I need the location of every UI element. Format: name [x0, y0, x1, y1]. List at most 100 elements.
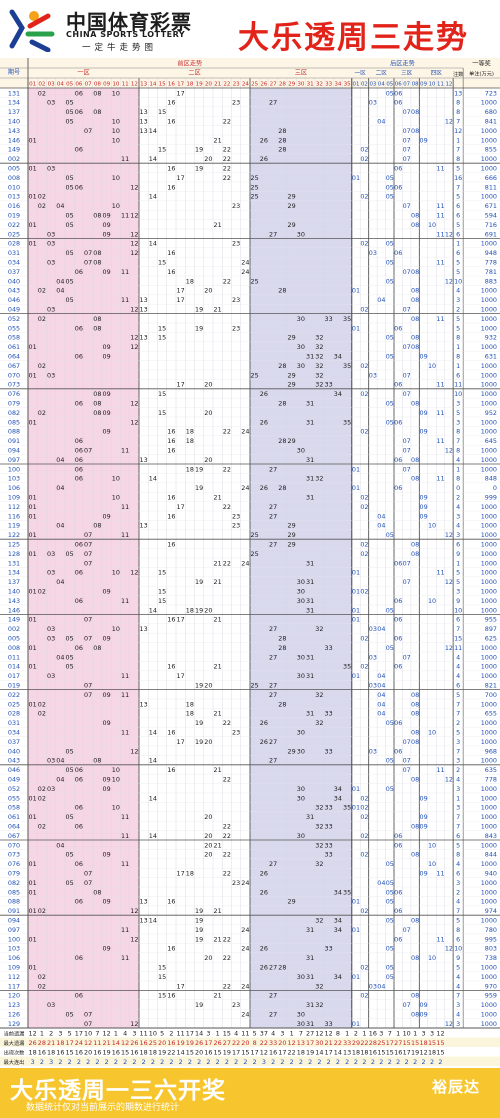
- front-ball: 22: [223, 870, 231, 878]
- prize-amount: 883: [485, 277, 497, 285]
- front-ball: 12: [130, 343, 138, 351]
- front-ball: 02: [38, 794, 46, 802]
- issue-number: 022: [8, 691, 20, 699]
- prize-amount: 1000: [481, 541, 497, 549]
- stat-value: 4: [123, 1030, 127, 1038]
- stat-value: 16: [369, 1030, 377, 1038]
- front-ball: 29: [288, 522, 296, 530]
- front-ball: 06: [75, 437, 83, 445]
- stat-value: 15: [377, 1049, 385, 1057]
- stat-value: 2: [86, 1058, 90, 1066]
- front-ball: 02: [38, 982, 46, 990]
- prize-amount: 1000: [481, 729, 497, 737]
- prize-amount: 1000: [481, 663, 497, 671]
- prize-amount: 700: [485, 691, 497, 699]
- prize-amount: 959: [485, 992, 497, 1000]
- zhu-count: 7: [456, 823, 460, 831]
- front-ball: 27: [269, 691, 277, 699]
- back-ball: 08: [411, 776, 419, 784]
- front-ball: 16: [167, 249, 175, 257]
- front-ball: 06: [75, 324, 83, 332]
- zhu-count: 2: [456, 888, 460, 896]
- front-ball: 04: [56, 841, 64, 849]
- stat-value: 2: [413, 1058, 417, 1066]
- back-ball: 05: [386, 606, 394, 614]
- back-ball: 12: [445, 945, 453, 953]
- prize-amount: 1000: [481, 531, 497, 539]
- zhu-count: 1: [456, 136, 460, 144]
- prize-amount: 778: [485, 776, 497, 784]
- issue-number: 094: [8, 447, 20, 455]
- front-ball: 16: [167, 616, 175, 624]
- front-ball: 12: [130, 240, 138, 248]
- front-ball: 21: [214, 221, 222, 229]
- front-ball: 16: [167, 766, 175, 774]
- front-ball: 09: [103, 221, 111, 229]
- front-ball: 02: [38, 823, 46, 831]
- front-ball: 06: [75, 268, 83, 276]
- issue-number: 064: [8, 353, 20, 361]
- header-number: 30: [297, 82, 305, 88]
- front-ball: 27: [269, 682, 277, 690]
- zhu-count: 1: [456, 465, 460, 473]
- back-ball: 05: [386, 277, 394, 285]
- issue-number: 109: [8, 964, 20, 972]
- header-number: 04: [57, 82, 65, 88]
- back-ball: 10: [428, 860, 436, 868]
- back-ball: 06: [394, 907, 402, 915]
- stat-value: 13: [297, 1039, 305, 1047]
- prize-amount: 1000: [481, 672, 497, 680]
- front-ball: 10: [112, 475, 120, 483]
- back-ball: 08: [411, 954, 419, 962]
- zhu-count: 4: [456, 456, 460, 464]
- front-ball: 10: [112, 202, 120, 210]
- front-ball: 05: [66, 108, 74, 116]
- front-ball: 09: [103, 409, 111, 417]
- front-ball: 12: [130, 306, 138, 314]
- prize-amount: 778: [485, 259, 497, 267]
- stat-value: 2: [345, 1058, 349, 1066]
- stat-value: 26: [195, 1039, 203, 1047]
- front-ball: 09: [103, 512, 111, 520]
- front-ball: 01: [29, 794, 37, 802]
- front-ball: 09: [103, 588, 111, 596]
- prize-amount: 1000: [481, 644, 497, 652]
- front-ball: 05: [66, 118, 74, 126]
- front-ball: 26: [260, 870, 268, 878]
- stat-value: 8: [336, 1030, 340, 1038]
- front-ball: 06: [75, 447, 83, 455]
- stat-value: 15: [66, 1049, 74, 1057]
- front-ball: 14: [149, 794, 157, 802]
- front-ball: 24: [241, 879, 249, 887]
- back-ball: 06: [394, 635, 402, 643]
- front-ball: 35: [343, 663, 351, 671]
- stat-value: 16: [38, 1049, 46, 1057]
- front-ball: 12: [130, 1020, 138, 1028]
- back-ball: 09: [420, 512, 428, 520]
- issue-number: 002: [8, 625, 20, 633]
- front-ball: 14: [149, 917, 157, 925]
- front-ball: 12: [130, 418, 138, 426]
- stat-value: 2: [40, 1058, 44, 1066]
- front-ball: 02: [38, 588, 46, 596]
- header-number: 07: [403, 82, 410, 88]
- front-ball: 09: [103, 343, 111, 351]
- issue-number: 034: [8, 259, 20, 267]
- back-ball: 10: [428, 362, 436, 370]
- back-ball: 03: [369, 249, 377, 257]
- front-ball: 08: [93, 409, 101, 417]
- stat-value: 2: [253, 1058, 257, 1066]
- header-number: 09: [103, 82, 111, 88]
- front-ball: 03: [47, 672, 55, 680]
- prize-amount: 1000: [481, 127, 497, 135]
- front-ball: 03: [47, 99, 55, 107]
- back-ball: 03: [369, 682, 377, 690]
- front-ball: 08: [93, 644, 101, 652]
- back-ball: 02: [360, 146, 368, 154]
- header-number: 08: [412, 82, 419, 88]
- front-ball: 19: [195, 146, 203, 154]
- prize-amount: 1000: [481, 597, 497, 605]
- front-ball: 16: [167, 165, 175, 173]
- front-ball: 26: [260, 136, 268, 144]
